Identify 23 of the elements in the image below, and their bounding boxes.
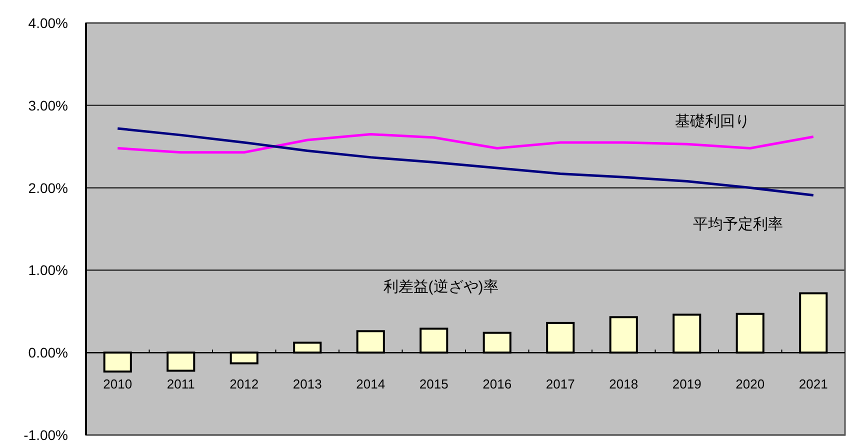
x-tick-label: 2015 (419, 376, 448, 392)
x-tick-label: 2013 (292, 376, 322, 392)
x-tick-label: 2018 (609, 376, 638, 392)
y-tick-label: 3.00% (28, 97, 68, 114)
series-label: 平均予定利率 (693, 216, 784, 233)
y-tick-label: -1.00% (24, 427, 68, 441)
line-series (116, 132, 815, 154)
x-tick-label: 2021 (798, 376, 828, 392)
x-tick-label: 2016 (482, 376, 512, 392)
y-tick-label: 4.00% (28, 15, 68, 31)
y-tick-label: 2.00% (28, 180, 68, 196)
series-label: 基礎利回り (675, 113, 750, 130)
x-tick-label: 2011 (166, 376, 195, 392)
y-tick-label: 0.00% (28, 344, 68, 361)
x-tick-label: 2010 (103, 376, 132, 392)
x-tick-label: 2014 (356, 376, 386, 392)
x-tick-label: 2012 (230, 376, 259, 392)
text: 利差益(逆ざや)率 (383, 278, 498, 296)
x-tick-label: 2019 (672, 376, 702, 392)
x-tick-label: 2020 (736, 376, 765, 392)
x-tick-label: 2017 (546, 376, 575, 392)
y-tick-label: 1.00% (28, 262, 68, 278)
line-series (116, 127, 815, 196)
